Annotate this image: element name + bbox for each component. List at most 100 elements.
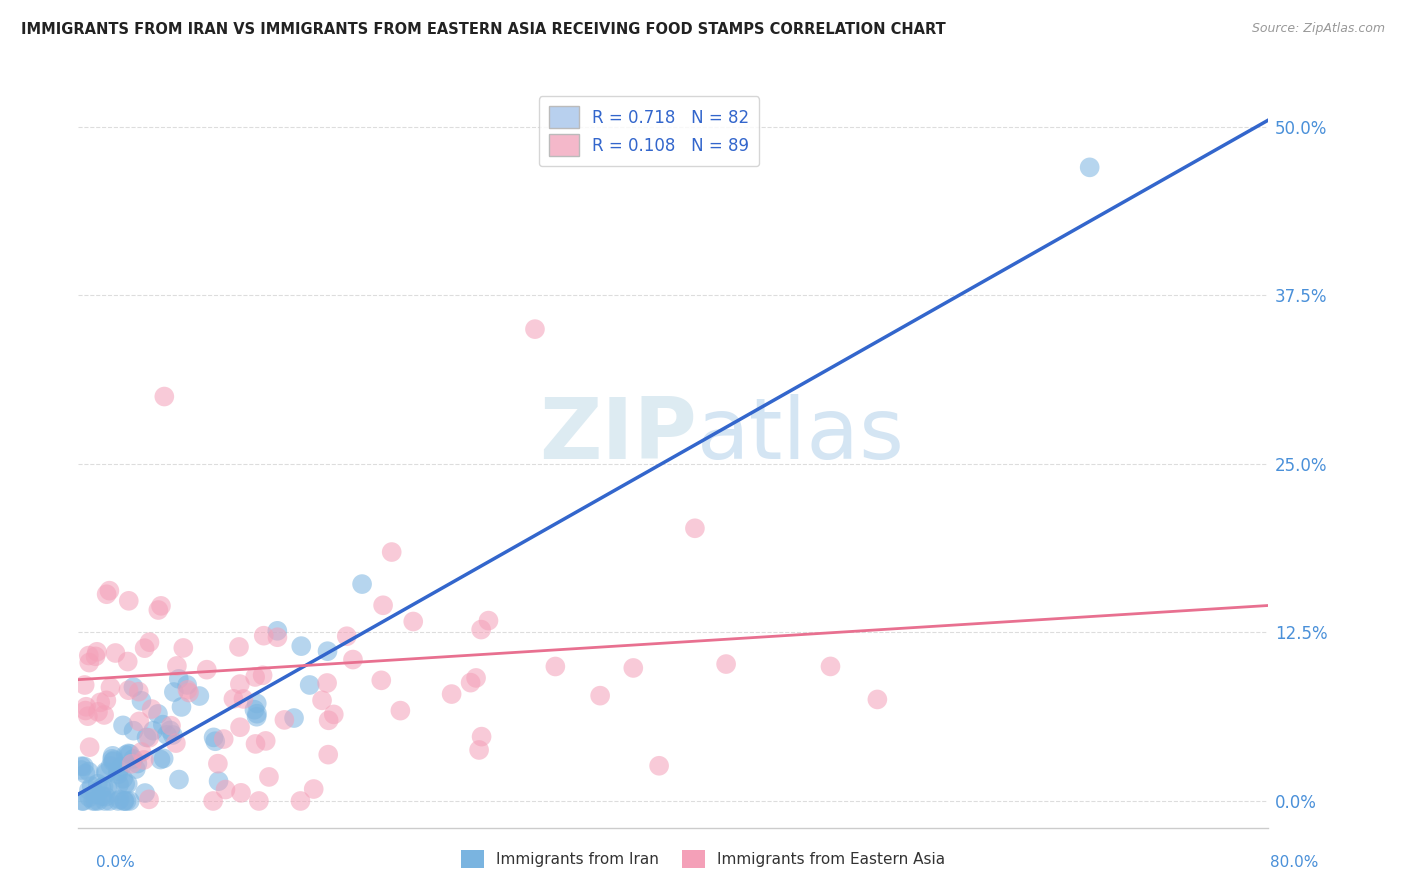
Point — [316, 644, 339, 658]
Point — [152, 751, 174, 765]
Point — [148, 603, 170, 617]
Point — [254, 734, 277, 748]
Point — [77, 783, 100, 797]
Text: 0.0%: 0.0% — [96, 855, 135, 870]
Point — [820, 659, 842, 673]
Point — [389, 704, 412, 718]
Point — [159, 723, 181, 738]
Point — [128, 684, 150, 698]
Point — [96, 780, 118, 795]
Point — [122, 680, 145, 694]
Point — [94, 764, 117, 779]
Point — [75, 699, 97, 714]
Point — [128, 714, 150, 729]
Point — [73, 678, 96, 692]
Point — [125, 762, 148, 776]
Point — [96, 587, 118, 601]
Point — [101, 755, 124, 769]
Point — [114, 794, 136, 808]
Point — [77, 709, 100, 723]
Point — [131, 745, 153, 759]
Point — [266, 624, 288, 638]
Point — [202, 794, 225, 808]
Point — [77, 656, 100, 670]
Point — [89, 695, 111, 709]
Point — [253, 629, 276, 643]
Point — [103, 753, 125, 767]
Point — [70, 763, 93, 777]
Point — [101, 748, 124, 763]
Point — [468, 743, 491, 757]
Point — [202, 731, 225, 745]
Point — [316, 747, 339, 762]
Point — [138, 635, 160, 649]
Point — [152, 717, 174, 731]
Point — [266, 630, 288, 644]
Point — [118, 747, 141, 761]
Point — [229, 677, 252, 691]
Point — [98, 583, 121, 598]
Point — [188, 689, 211, 703]
Point — [245, 737, 267, 751]
Point — [127, 756, 149, 771]
Point — [298, 678, 321, 692]
Point — [172, 640, 194, 655]
Point — [471, 730, 494, 744]
Point — [523, 322, 546, 336]
Point — [381, 545, 404, 559]
Point — [121, 756, 143, 771]
Point — [72, 794, 94, 808]
Point — [167, 772, 190, 787]
Point — [160, 719, 183, 733]
Point — [246, 709, 269, 723]
Point — [134, 786, 156, 800]
Text: IMMIGRANTS FROM IRAN VS IMMIGRANTS FROM EASTERN ASIA RECEIVING FOOD STAMPS CORRE: IMMIGRANTS FROM IRAN VS IMMIGRANTS FROM … — [21, 22, 946, 37]
Point — [90, 780, 112, 795]
Point — [229, 786, 252, 800]
Point — [207, 756, 229, 771]
Point — [290, 794, 312, 808]
Point — [115, 794, 138, 808]
Point — [110, 759, 132, 773]
Point — [176, 678, 198, 692]
Legend: Immigrants from Iran, Immigrants from Eastern Asia: Immigrants from Iran, Immigrants from Ea… — [454, 844, 952, 873]
Point — [138, 731, 160, 745]
Point — [311, 693, 333, 707]
Text: Source: ZipAtlas.com: Source: ZipAtlas.com — [1251, 22, 1385, 36]
Point — [352, 577, 374, 591]
Point — [866, 692, 889, 706]
Point — [80, 779, 103, 793]
Point — [94, 789, 117, 804]
Point — [229, 720, 252, 734]
Point — [246, 706, 269, 721]
Point — [156, 728, 179, 742]
Point — [75, 766, 97, 780]
Point — [77, 790, 100, 805]
Point — [465, 671, 488, 685]
Point — [243, 703, 266, 717]
Point — [77, 648, 100, 663]
Point — [342, 652, 364, 666]
Point — [170, 700, 193, 714]
Point — [122, 723, 145, 738]
Point — [167, 672, 190, 686]
Point — [318, 714, 340, 728]
Point — [212, 732, 235, 747]
Point — [117, 747, 139, 761]
Point — [316, 676, 339, 690]
Point — [162, 728, 184, 742]
Point — [108, 777, 131, 791]
Point — [132, 753, 155, 767]
Point — [166, 659, 188, 673]
Text: ZIP: ZIP — [540, 394, 697, 477]
Point — [228, 640, 250, 654]
Point — [195, 663, 218, 677]
Point — [1078, 161, 1101, 175]
Point — [114, 747, 136, 762]
Point — [146, 706, 169, 721]
Point — [100, 759, 122, 773]
Point — [243, 670, 266, 684]
Point — [370, 673, 392, 688]
Point — [87, 794, 110, 808]
Point — [621, 661, 644, 675]
